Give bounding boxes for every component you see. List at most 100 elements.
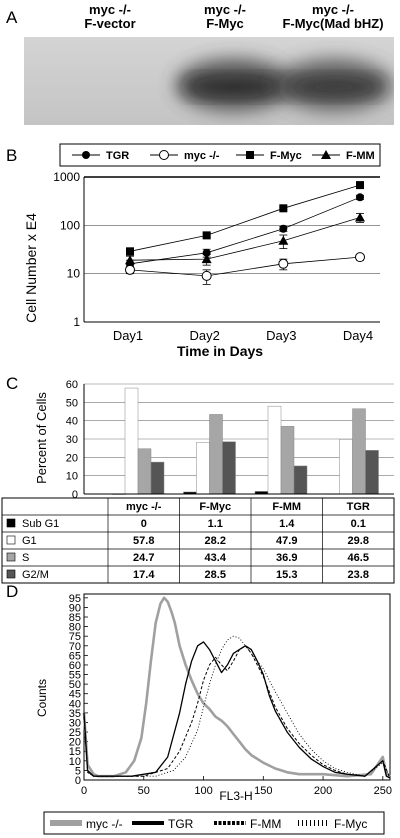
growth-point xyxy=(356,181,364,190)
cell-cycle-bar xyxy=(365,450,379,495)
facs-y-tick-label: 30 xyxy=(69,717,81,729)
cell-cycle-table-row-label: G2/M xyxy=(22,569,49,581)
cell-cycle-table-cell: 46.5 xyxy=(348,552,369,564)
growth-point xyxy=(201,270,212,281)
growth-x-tick-label: Day3 xyxy=(266,328,296,343)
facs-y-tick-label: 40 xyxy=(69,698,81,710)
cell-cycle-table-border xyxy=(1,497,395,584)
facs-y-tick-label: 90 xyxy=(69,602,81,614)
growth-y-tick-label: 1 xyxy=(73,315,80,329)
facs-y-tick-label: 5 xyxy=(75,765,81,777)
facs-x-tick-label: 100 xyxy=(194,785,212,797)
facs-series-2 xyxy=(83,645,391,779)
facs-y-tick-label: 15 xyxy=(69,746,81,758)
growth-x-tick-label: Day1 xyxy=(113,328,143,343)
growth-series-line-1 xyxy=(129,256,361,277)
growth-x-tick-label: Day2 xyxy=(189,328,219,343)
facs-y-tick-label: 20 xyxy=(69,737,81,749)
facs-x-tick-label: 200 xyxy=(314,785,332,797)
cell-cycle-table-cell: 0.1 xyxy=(351,518,366,530)
lane-label-1: myc -/- F-vector xyxy=(60,3,160,31)
cell-cycle-y-tick-label: 10 xyxy=(66,471,78,483)
facs-series-1 xyxy=(83,641,391,779)
growth-legend-label: F-MM xyxy=(346,150,375,162)
cell-cycle-bar xyxy=(267,405,282,495)
growth-curve-chart: TGR myc -/- F-Myc F-MM 1 10 100 1000 Day1 Day2 Da… xyxy=(23,143,381,359)
facs-x-tick-label: 50 xyxy=(138,785,150,797)
growth-legend-box xyxy=(59,143,381,167)
facs-legend-label: F-Myc xyxy=(334,817,367,831)
panel-c-letter: C xyxy=(6,374,19,393)
cell-cycle-table-header: myc -/- xyxy=(126,501,162,513)
panel-d-letter: D xyxy=(6,582,19,601)
growth-point xyxy=(355,252,365,263)
cell-cycle-y-tick-label: 0 xyxy=(72,489,78,501)
cell-cycle-table-cell: 28.5 xyxy=(205,569,226,581)
lane-label-2-line1: myc -/- xyxy=(204,2,246,17)
facs-y-tick-label: 25 xyxy=(69,727,81,739)
growth-point xyxy=(278,258,289,269)
cell-cycle-table-row-label: G1 xyxy=(22,535,37,547)
growth-legend-label: TGR xyxy=(106,150,129,162)
facs-series-3 xyxy=(83,635,391,779)
growth-y-tick-label: 1000 xyxy=(53,170,80,184)
lane-label-2-line2: F-Myc xyxy=(206,16,244,31)
panel-b-letter: B xyxy=(6,146,18,165)
cell-cycle-bar xyxy=(222,441,236,495)
lane-label-2: myc -/- F-Myc xyxy=(175,3,275,31)
cell-cycle-y-tick-label: 20 xyxy=(66,452,78,464)
facs-y-tick-label: 85 xyxy=(69,612,81,624)
cell-cycle-bar xyxy=(209,414,223,495)
cell-cycle-legend-swatch xyxy=(6,552,16,562)
growth-point xyxy=(279,204,288,213)
facs-y-tick-label: 80 xyxy=(69,622,81,634)
growth-legend-marker xyxy=(82,151,90,159)
cell-cycle-y-tick-label: 60 xyxy=(66,379,78,391)
blot-lane-2-band xyxy=(184,79,284,95)
facs-x-tick-label: 250 xyxy=(374,785,392,797)
growth-y-axis-label: Cell Number x E4 xyxy=(23,213,39,323)
facs-y-tick-label: 55 xyxy=(69,670,81,682)
cell-cycle-bar xyxy=(339,439,353,495)
cell-cycle-table-cell: 17.4 xyxy=(133,569,155,581)
panel-a-letter: A xyxy=(6,8,18,27)
facs-x-tick-label: 0 xyxy=(81,785,87,797)
growth-x-axis-label: Time in Days xyxy=(177,343,263,359)
cell-cycle-legend-swatch xyxy=(6,518,16,528)
cell-cycle-legend-swatch xyxy=(6,569,16,579)
facs-series-0 xyxy=(82,596,391,778)
facs-legend-label: myc -/- xyxy=(86,817,123,831)
cell-cycle-bar xyxy=(124,387,139,495)
cell-cycle-legend-swatch xyxy=(6,535,16,545)
cell-cycle-table-cell: 36.9 xyxy=(276,552,297,564)
growth-point xyxy=(126,247,134,256)
cell-cycle-table-header: TGR xyxy=(347,501,370,513)
lane-label-3: myc -/- F-Myc(Mad bHZ) xyxy=(268,3,398,31)
cell-cycle-table-cell: 0 xyxy=(141,518,147,530)
cell-cycle-bar xyxy=(150,461,165,495)
growth-x-tick-label: Day4 xyxy=(343,328,373,343)
cell-cycle-table-cell: 23.8 xyxy=(348,569,369,581)
growth-series-line-0 xyxy=(129,196,361,265)
growth-y-tick-label: 10 xyxy=(67,267,81,281)
growth-legend-marker xyxy=(246,151,254,159)
cell-cycle-table-cell: 1.4 xyxy=(279,518,295,530)
cell-cycle-table-cell: 43.4 xyxy=(205,552,227,564)
growth-point xyxy=(201,254,212,264)
cell-cycle-table-cell: 28.2 xyxy=(205,535,226,547)
lane-label-3-line1: myc -/- xyxy=(312,2,354,17)
blot-lane-3-band xyxy=(284,79,384,95)
growth-y-tick-label: 100 xyxy=(60,218,80,232)
cell-cycle-table-row-label: Sub G1 xyxy=(22,518,59,530)
cell-cycle-table-cell: 47.9 xyxy=(276,535,297,547)
facs-x-tick-label: 150 xyxy=(254,785,272,797)
growth-point xyxy=(356,193,364,202)
growth-point xyxy=(202,231,211,240)
growth-point xyxy=(125,255,135,265)
cell-cycle-bar xyxy=(137,448,152,495)
cell-cycle-chart: 0 10 20 30 40 50 60 Percent of Cells myc -/- F-… xyxy=(1,379,395,584)
western-blot xyxy=(24,37,394,125)
facs-x-axis-label: FL3-H xyxy=(219,789,252,803)
facs-y-tick-label: 50 xyxy=(69,679,81,691)
